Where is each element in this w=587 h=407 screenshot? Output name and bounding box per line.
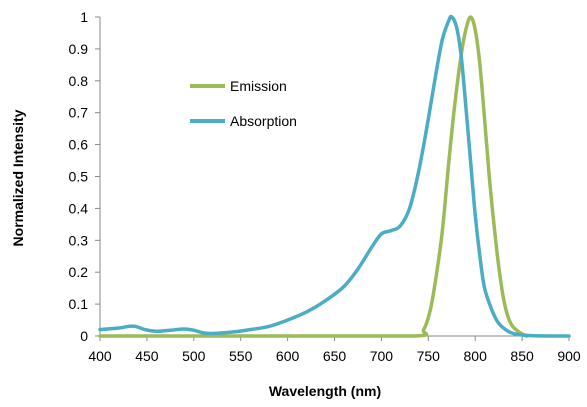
y-tick-label: 0.1 — [69, 296, 89, 312]
x-tick-label: 700 — [370, 348, 394, 364]
x-tick-label: 450 — [135, 348, 159, 364]
y-tick-label: 0.3 — [69, 232, 89, 248]
x-tick-label: 750 — [417, 348, 441, 364]
y-tick-label: 0.4 — [69, 200, 89, 216]
y-tick-label: 0.5 — [69, 169, 89, 185]
x-tick-label: 650 — [323, 348, 347, 364]
x-tick-label: 900 — [557, 348, 581, 364]
series-line-emission — [98, 15, 529, 338]
legend: Emission Absorption — [190, 78, 297, 129]
y-tick-label: 0.9 — [69, 41, 89, 57]
tick-labels: 0 0.1 0.2 0.3 0.4 0.5 0.6 0.7 0.8 0.9 1 400 450 500 55… — [69, 9, 581, 364]
legend-label-emission: Emission — [230, 78, 287, 94]
y-tick-label: 0.8 — [69, 73, 89, 89]
y-tick-label: 0 — [80, 328, 88, 344]
legend-label-absorption: Absorption — [230, 113, 297, 129]
y-tick-label: 0.6 — [69, 137, 89, 153]
y-axis-label: Normalized Intensity — [10, 109, 26, 246]
series-line-absorption — [98, 14, 571, 338]
x-tick-label: 500 — [182, 348, 206, 364]
x-tick-label: 400 — [88, 348, 112, 364]
x-tick-label: 850 — [510, 348, 534, 364]
y-tick-label: 0.7 — [69, 105, 89, 121]
y-tick-label: 0.2 — [69, 264, 89, 280]
x-tick-label: 800 — [464, 348, 488, 364]
series-lines — [98, 14, 571, 338]
x-tick-label: 600 — [276, 348, 300, 364]
x-axis-label: Wavelength (nm) — [269, 383, 381, 399]
x-tick-label: 550 — [229, 348, 253, 364]
axes — [95, 16, 570, 341]
y-tick-label: 1 — [80, 9, 88, 25]
